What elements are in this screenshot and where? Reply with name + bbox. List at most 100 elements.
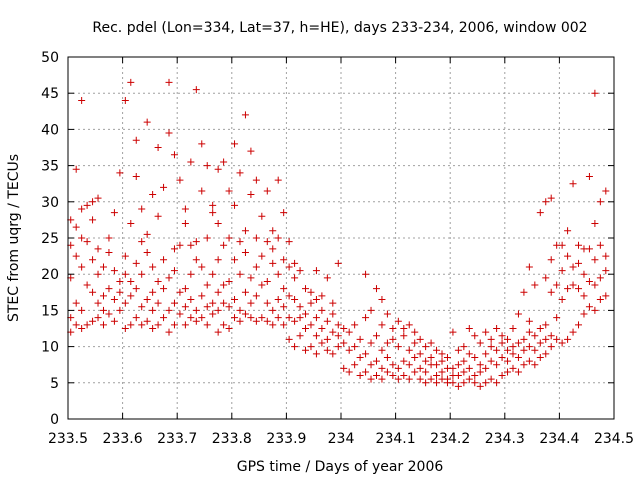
data-point: [203, 321, 211, 329]
data-point: [596, 296, 604, 304]
data-point: [487, 375, 495, 383]
data-point: [220, 281, 228, 289]
data-point: [181, 285, 189, 293]
data-point: [280, 303, 288, 311]
data-point: [542, 198, 550, 206]
data-point: [280, 321, 288, 329]
data-point: [482, 350, 490, 358]
data-point: [411, 328, 419, 336]
data-point: [138, 238, 146, 246]
data-point: [181, 220, 189, 228]
data-point: [460, 357, 468, 365]
data-point: [318, 306, 326, 314]
data-point: [329, 310, 337, 318]
data-point: [323, 335, 331, 343]
x-tick-label: 233.5: [48, 431, 88, 447]
data-point: [209, 201, 217, 209]
data-point: [389, 335, 397, 343]
data-point: [105, 310, 113, 318]
data-point: [487, 335, 495, 343]
data-point: [493, 361, 501, 369]
data-point: [460, 379, 468, 387]
data-point: [411, 353, 419, 361]
data-point: [504, 335, 512, 343]
data-point: [389, 361, 397, 369]
data-point: [564, 252, 572, 260]
data-point: [351, 361, 359, 369]
data-point: [263, 277, 271, 285]
data-point: [498, 332, 506, 340]
data-point: [596, 274, 604, 282]
data-point: [372, 357, 380, 365]
data-point: [378, 296, 386, 304]
data-point: [334, 321, 342, 329]
data-point: [241, 111, 249, 119]
data-point: [422, 379, 430, 387]
data-point: [78, 96, 86, 104]
data-point: [416, 364, 424, 372]
x-tick-label: 234.4: [539, 431, 579, 447]
data-point: [602, 292, 610, 300]
data-point: [258, 252, 266, 260]
data-point: [547, 256, 555, 264]
data-point: [247, 191, 255, 199]
y-tick-label: 5: [50, 376, 59, 392]
data-point: [154, 144, 162, 151]
data-point: [170, 321, 178, 329]
data-point: [296, 267, 304, 275]
data-point: [187, 241, 195, 249]
data-point: [203, 234, 211, 242]
data-point: [274, 176, 282, 184]
data-point: [394, 364, 402, 372]
data-point: [78, 234, 86, 242]
data-point: [198, 140, 206, 148]
axis-ticks: [67, 56, 615, 420]
data-point: [247, 147, 255, 155]
data-point: [514, 310, 522, 318]
data-point: [482, 379, 490, 387]
data-point: [547, 332, 555, 340]
data-point: [274, 270, 282, 278]
data-point: [449, 379, 457, 387]
data-point: [558, 296, 566, 304]
data-point: [236, 169, 244, 177]
x-tick-label: 234.3: [485, 431, 525, 447]
data-point: [405, 375, 413, 383]
data-point: [471, 332, 479, 340]
data-point: [225, 303, 233, 311]
data-point: [416, 350, 424, 358]
data-point: [160, 256, 168, 264]
data-point: [247, 274, 255, 282]
grid-lines: [68, 57, 614, 419]
data-point: [285, 314, 293, 322]
data-point: [602, 252, 610, 260]
data-point: [602, 187, 610, 195]
data-point: [345, 368, 353, 376]
data-point: [187, 296, 195, 304]
data-point: [116, 169, 124, 177]
data-point: [203, 162, 211, 170]
x-tick-label: 234.1: [376, 431, 416, 447]
data-point: [258, 212, 266, 220]
data-point: [231, 201, 239, 209]
data-point: [323, 346, 331, 354]
data-point: [181, 205, 189, 213]
data-point: [198, 263, 206, 271]
data-point: [116, 288, 124, 296]
data-point: [116, 306, 124, 314]
y-tick-labels: 0 5 10 15 20 25 30 35 40 45 50: [41, 50, 59, 428]
data-point: [449, 328, 457, 336]
data-point: [231, 140, 239, 148]
data-point: [476, 368, 484, 376]
data-point: [416, 335, 424, 343]
data-point: [454, 361, 462, 369]
data-point: [438, 368, 446, 376]
data-point: [400, 357, 408, 365]
data-point: [438, 357, 446, 365]
data-point: [127, 321, 135, 329]
data-point: [307, 343, 315, 351]
data-point: [302, 325, 310, 332]
data-point: [372, 372, 380, 380]
data-point: [558, 241, 566, 249]
data-point: [525, 328, 533, 336]
